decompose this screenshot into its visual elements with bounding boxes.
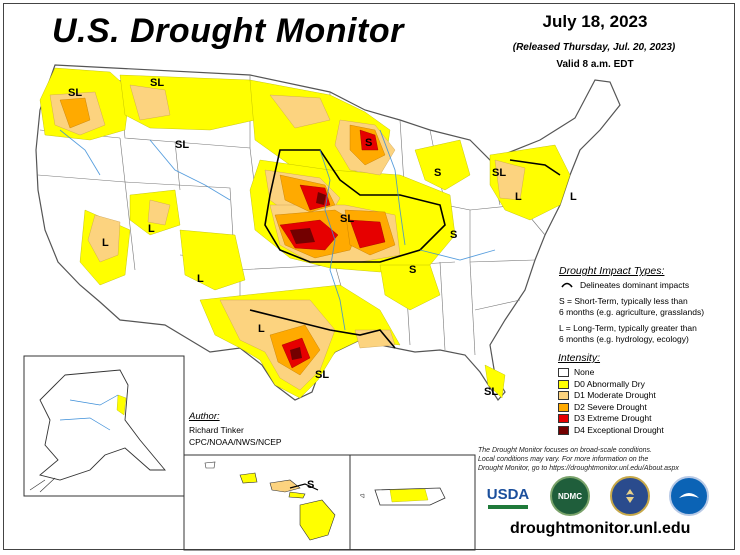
intensity-swatch [558,391,569,401]
map-label: S [450,229,457,241]
disclaimer: The Drought Monitor focuses on broad-sca… [478,446,730,473]
impact-line-symbol [561,282,573,288]
intensity-swatch [558,379,569,389]
intensity-label: D4 Exceptional Drought [574,424,664,435]
map-label: SL [175,139,189,151]
intensity-legend-item: D3 Extreme Drought [558,413,651,424]
author-name: Richard Tinker [189,425,244,435]
impact-legend-title: Drought Impact Types: [559,265,665,277]
usda-logo-bar [488,504,528,509]
disclaimer-line: Drought Monitor, go to https://droughtmo… [478,465,679,472]
intensity-legend-title: Intensity: [558,352,601,364]
d4-exceptional-drought [290,192,326,360]
disclaimer-line: Local conditions may vary. For more info… [478,456,649,463]
impact-delineates: Delineates dominant impacts [580,280,690,290]
map-label: L [197,273,204,285]
intensity-swatch [558,368,569,378]
intensity-swatch [558,414,569,424]
usda-logo: USDA [486,482,530,512]
noaa-bird-icon [679,493,699,498]
map-title: U.S. Drought Monitor [52,12,404,50]
intensity-legend-item: D2 Severe Drought [558,402,647,413]
intensity-legend-item: D1 Moderate Drought [558,390,656,401]
intensity-label: D2 Severe Drought [574,401,647,412]
map-label: L [258,323,265,335]
rivers [59,129,496,331]
ndmc-logo: NDMC [550,476,590,516]
intensity-legend-item: D4 Exceptional Drought [558,425,664,436]
noaa-logo-icon [669,476,709,516]
valid-time: Valid 8 a.m. EDT [556,59,634,70]
author-label: Author: [189,411,220,422]
map-label: L [102,237,109,249]
commerce-seal-icon [610,476,650,516]
map-label: SL [484,386,498,398]
intensity-label: D3 Extreme Drought [574,413,652,423]
map-label: SL [315,369,329,381]
map-label: L [148,223,155,235]
intensity-label: D1 Moderate Drought [574,390,656,400]
map-label: S [307,479,314,491]
map-date: July 18, 2023 [542,12,648,31]
alaska-inset [23,355,185,497]
puerto-rico-inset [349,454,476,551]
map-label: SL [492,167,506,179]
usda-logo-text: USDA [486,485,530,503]
map-label: S [434,167,441,179]
intensity-label: None [574,367,595,377]
intensity-swatch [558,425,569,435]
website-url[interactable]: droughtmonitor.unl.edu [510,520,691,537]
intensity-label: D0 Abnormally Dry [574,378,645,389]
release-date: (Released Thursday, Jul. 20, 2023) [512,42,676,53]
eagle-icon [626,489,634,503]
impact-short-term-2: 6 months (e.g. agriculture, grasslands) [559,307,705,317]
impact-long-term-1: L = Long-Term, typically greater than [559,323,697,333]
map-label: L [570,191,577,203]
map-label: L [515,191,522,203]
map-label: SL [340,213,354,225]
map-label: SL [68,87,82,99]
hawaii-inset [183,454,351,551]
intensity-legend-item: None [558,367,594,378]
ndmc-logo-text: NDMC [558,491,582,501]
impact-short-term-1: S = Short-Term, typically less than [559,296,688,306]
map-label: S [365,137,372,149]
intensity-legend-item: D0 Abnormally Dry [558,379,645,390]
intensity-swatch [558,402,569,412]
map-label: S [409,264,416,276]
author-org: CPC/NOAA/NWS/NCEP [189,437,282,447]
map-label: SL [150,77,164,89]
disclaimer-line: The Drought Monitor focuses on broad-sca… [478,447,652,454]
impact-long-term-2: 6 months (e.g. hydrology, ecology) [559,334,689,344]
